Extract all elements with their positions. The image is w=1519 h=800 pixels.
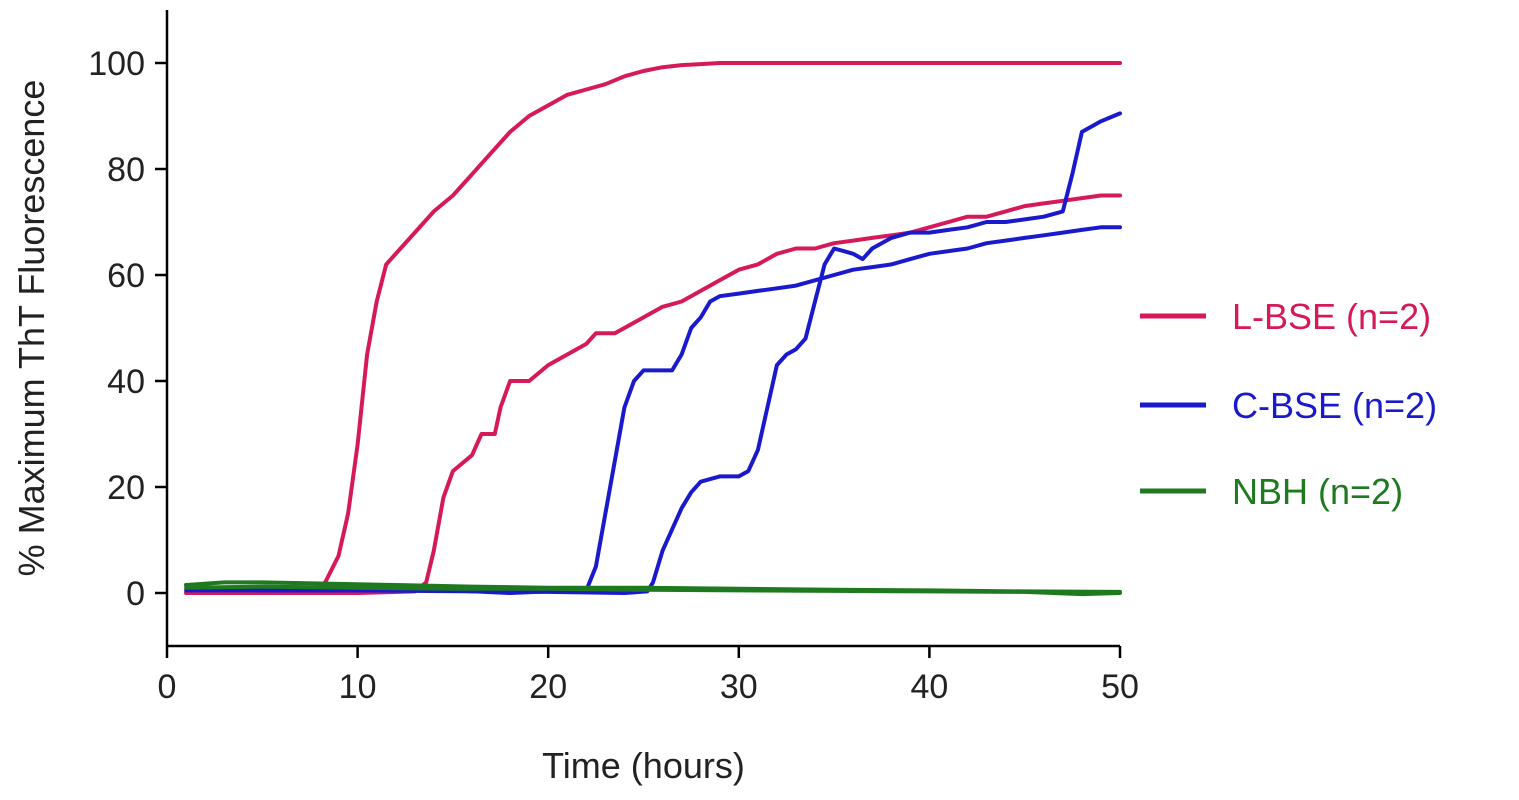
series-line-3 <box>184 225 1122 595</box>
y-tick-label: 40 <box>107 363 145 401</box>
legend-label: L-BSE (n=2) <box>1232 296 1431 337</box>
y-tick-label: 100 <box>88 45 145 83</box>
x-tick-label: 10 <box>339 668 377 706</box>
x-ticks: 0 10 20 30 40 50 <box>158 646 1139 706</box>
y-tick-label: 80 <box>107 151 145 189</box>
legend: L-BSE (n=2) C-BSE (n=2) NBH (n=2) <box>1140 296 1437 512</box>
x-axis-title: Time (hours) <box>542 745 745 786</box>
x-tick-label: 20 <box>529 668 567 706</box>
series-line-2 <box>184 193 1122 595</box>
y-ticks: 0 20 40 60 80 100 <box>88 45 167 613</box>
series-layer <box>184 61 1122 597</box>
x-tick-label: 50 <box>1101 668 1139 706</box>
series-line-1 <box>184 61 1122 595</box>
x-tick-label: 0 <box>158 668 177 706</box>
x-tick-label: 40 <box>910 668 948 706</box>
x-tick-label: 30 <box>720 668 758 706</box>
y-tick-label: 0 <box>126 575 145 613</box>
series-line-4 <box>184 111 1122 595</box>
series-line-6 <box>184 584 1122 597</box>
y-tick-label: 60 <box>107 257 145 295</box>
legend-label: NBH (n=2) <box>1232 471 1403 512</box>
legend-label: C-BSE (n=2) <box>1232 385 1437 426</box>
y-axis-title: % Maximum ThT Fluorescence <box>11 80 52 577</box>
y-tick-label: 20 <box>107 469 145 507</box>
